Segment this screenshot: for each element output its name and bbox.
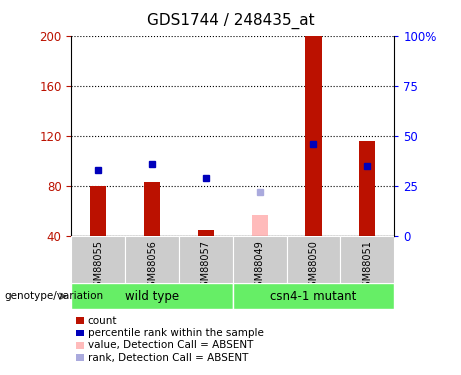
Bar	[125, 236, 179, 283]
Text: GSM88050: GSM88050	[308, 240, 319, 293]
Bar	[90, 186, 106, 236]
Text: wild type: wild type	[125, 290, 179, 303]
Text: csn4-1 mutant: csn4-1 mutant	[270, 290, 357, 303]
Text: genotype/variation: genotype/variation	[5, 291, 104, 301]
Bar	[340, 236, 394, 283]
Bar	[233, 236, 287, 283]
Text: GSM88051: GSM88051	[362, 240, 372, 293]
Text: GSM88057: GSM88057	[201, 240, 211, 293]
Bar	[359, 141, 375, 236]
Text: count: count	[88, 316, 117, 326]
Bar	[233, 283, 394, 309]
Bar	[287, 236, 340, 283]
Text: value, Detection Call = ABSENT: value, Detection Call = ABSENT	[88, 340, 253, 350]
Bar	[71, 283, 233, 309]
Text: rank, Detection Call = ABSENT: rank, Detection Call = ABSENT	[88, 353, 248, 363]
Bar	[144, 182, 160, 236]
Bar	[305, 36, 321, 236]
Text: GDS1744 / 248435_at: GDS1744 / 248435_at	[147, 12, 314, 29]
Text: GSM88056: GSM88056	[147, 240, 157, 293]
Bar	[252, 215, 268, 236]
Text: percentile rank within the sample: percentile rank within the sample	[88, 328, 264, 338]
Bar	[198, 230, 214, 236]
Text: GSM88055: GSM88055	[93, 240, 103, 293]
Text: GSM88049: GSM88049	[254, 240, 265, 293]
Bar	[179, 236, 233, 283]
Bar	[71, 236, 125, 283]
